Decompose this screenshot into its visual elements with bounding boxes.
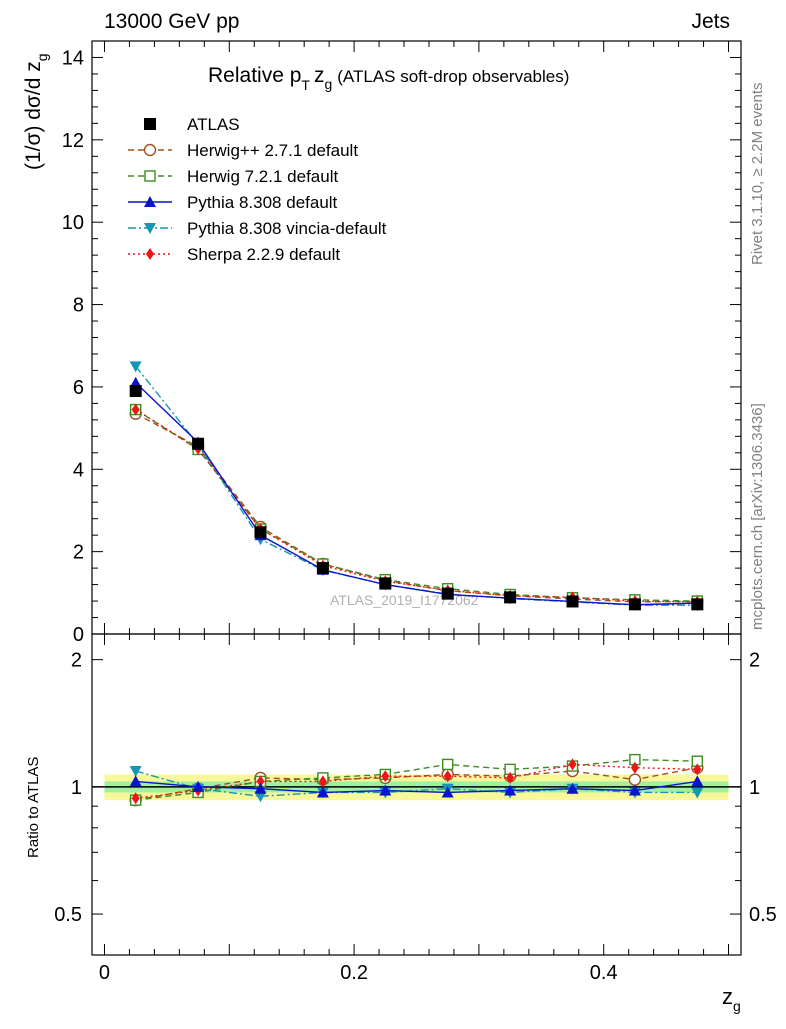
ratio-y-tick-label: 0.5 (54, 904, 82, 926)
ratio-point-pythia (504, 784, 517, 796)
ratio-point-sherpa (443, 770, 452, 783)
ratio-point-vincia (691, 787, 704, 799)
data-point-atlas (441, 587, 454, 600)
ratio-point-sherpa (693, 763, 702, 776)
data-point-atlas (379, 577, 392, 590)
legend-label-vincia: Pythia 8.308 vincia-default (187, 219, 387, 238)
ratio-y-tick-label-right: 2 (749, 650, 760, 672)
legend-label-pythia: Pythia 8.308 default (187, 193, 338, 212)
ratio-line-herwigpp (135, 767, 698, 801)
legend-label-herwigpp: Herwig++ 2.7.1 default (187, 141, 358, 160)
mcplots-label: mcplots.cern.ch [arXiv:1306.3436] (749, 403, 766, 630)
ratio-point-sherpa (131, 792, 140, 805)
chart-title: Relative pT zg (ATLAS soft-drop observable… (208, 64, 569, 93)
data-point-atlas (129, 385, 142, 398)
main-ylabel: (1/σ) dσ/d zg (22, 53, 50, 170)
legend-label-sherpa: Sherpa 2.2.9 default (187, 245, 340, 264)
main-y-tick-label: 4 (73, 459, 84, 481)
series-line-pythia (135, 382, 698, 606)
ratio-point-sherpa (318, 775, 327, 788)
analysis-watermark: ATLAS_2019_I1772062 (330, 592, 479, 608)
header-energy: 13000 GeV pp (104, 10, 239, 33)
data-point-atlas (192, 437, 205, 450)
data-point-atlas (316, 562, 329, 575)
legend-label-atlas: ATLAS (187, 115, 240, 134)
legend-marker-vincia (144, 223, 156, 234)
ratio-point-pythia (316, 786, 329, 798)
ratio-y-tick-label: 2 (71, 650, 82, 672)
ratio-y-tick-label: 1 (71, 777, 82, 799)
ratio-point-pythia (192, 780, 205, 792)
legend: ATLAS Herwig++ 2.7.1 default Herwig 7.2.1 … (128, 115, 387, 264)
ratio-point-sherpa (256, 775, 265, 788)
main-y-tick-label: 0 (73, 624, 84, 646)
data-point-atlas (566, 595, 579, 608)
ratio-point-herwigpp (628, 773, 642, 786)
ratio-line-herwig7 (135, 758, 698, 801)
series-line-sherpa (135, 408, 698, 603)
x-tick-label: 0.2 (340, 962, 368, 984)
data-point-sherpa (131, 403, 140, 416)
ratio-point-herwig7 (442, 758, 454, 771)
legend-marker-atlas (144, 118, 156, 130)
ratio-point-sherpa (568, 758, 577, 771)
main-y-tick-label: 8 (73, 295, 84, 317)
ratio-line-vincia (135, 770, 698, 797)
ratio-point-pythia (628, 784, 641, 796)
legend-marker-sherpa (146, 248, 154, 260)
main-y-tick-label: 2 (73, 542, 84, 564)
data-point-atlas (628, 598, 641, 611)
series-line-vincia (135, 365, 698, 606)
ratio-point-vincia (129, 766, 142, 778)
main-y-tick-label: 6 (73, 377, 84, 399)
ratio-point-sherpa (381, 770, 390, 783)
series-line-herwig7 (135, 408, 698, 602)
ratio-ylabel: Ratio to ATLAS (25, 757, 42, 858)
ratio-y-tick-label-right: 0.5 (749, 904, 777, 926)
series-line-herwigpp (135, 413, 698, 603)
ratio-line-sherpa (135, 763, 698, 799)
legend-label-herwig7: Herwig 7.2.1 default (187, 167, 338, 186)
ratio-line-pythia (135, 780, 698, 794)
main-y-tick-label: 12 (62, 130, 84, 152)
ratio-y-tick-label-right: 1 (749, 777, 760, 799)
xlabel: zg (722, 984, 741, 1014)
legend-marker-herwigpp (143, 143, 157, 157)
ratio-point-pythia (129, 775, 142, 787)
ratio-point-sherpa (506, 771, 515, 784)
ratio-frame (91, 633, 742, 956)
ratio-point-pythia (254, 782, 267, 794)
main-y-tick-label: 14 (62, 47, 84, 69)
ratio-point-vincia (254, 791, 267, 803)
ratio-point-pythia (566, 782, 579, 794)
rivet-label: Rivet 3.1.10, ≥ 2.2M events (749, 83, 766, 266)
ratio-point-sherpa (630, 761, 639, 774)
legend-marker-herwig7 (144, 170, 156, 182)
ratio-point-pythia (379, 784, 392, 796)
data-point-atlas (691, 598, 704, 611)
main-y-tick-label: 10 (62, 212, 84, 234)
header-process: Jets (691, 10, 730, 33)
ratio-panel: 0 0.2 0.4 0.5 0.5 1 1 2 2 (54, 633, 777, 984)
data-point-vincia (129, 361, 142, 373)
ratio-point-pythia (691, 775, 704, 787)
x-tick-label: 0 (99, 962, 110, 984)
data-point-atlas (504, 591, 517, 604)
data-point-atlas (254, 526, 267, 539)
legend-marker-pythia (144, 196, 156, 207)
x-tick-label: 0.4 (590, 962, 618, 984)
ratio-point-pythia (441, 786, 454, 798)
